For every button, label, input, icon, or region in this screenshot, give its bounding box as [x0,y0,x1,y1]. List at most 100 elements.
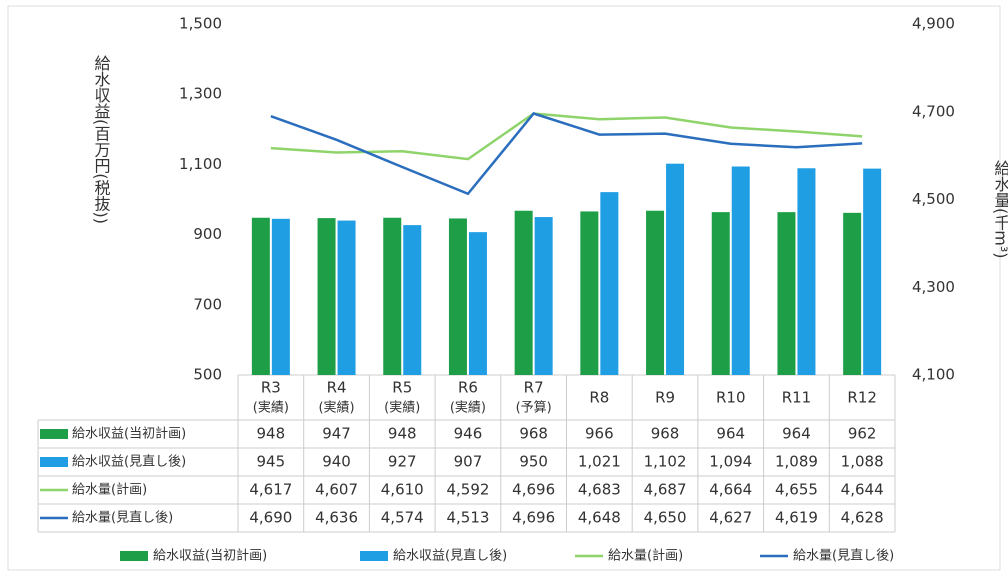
table-value: 948 [257,425,286,443]
table-value: 1,089 [775,453,818,471]
bar [251,217,270,375]
bar [383,217,402,375]
table-value: 927 [388,453,417,471]
table-value: 962 [848,425,877,443]
y-tick-label: 1,300 [179,85,222,103]
bar [600,192,619,375]
bar [646,210,665,375]
bar [580,211,599,375]
table-value: 4,607 [315,481,358,499]
x-tick-label: R12 [847,389,877,407]
table-legend-swatch [40,429,68,439]
y-axis-title: 給水収益(百万円(税抜)) [92,55,111,224]
bar [731,166,750,375]
legend-swatch [360,551,388,561]
legend-label: 給水収益(見直し後) [393,549,507,564]
bar [843,212,862,375]
table-value: 4,696 [512,509,555,527]
table-value: 4,655 [775,481,818,499]
table-series-name: 給水収益(見直し後) [72,455,186,470]
table-series-name: 給水収益(当初計画) [72,426,186,442]
bar [337,220,356,375]
bar [666,163,685,375]
table-value: 4,619 [775,509,818,527]
y2-tick-label: 4,500 [912,190,955,208]
bar [863,168,882,375]
legend-label: 給水収益(当初計画) [153,548,267,564]
table-value: 4,636 [315,509,358,527]
table-legend-swatch [40,457,68,467]
table-value: 948 [388,425,417,443]
x-tick-note: (実績) [318,400,354,416]
legend-swatch [120,551,148,561]
y2-tick-label: 4,900 [912,15,955,33]
table-value: 4,690 [249,509,292,527]
table-value: 4,650 [644,509,687,527]
bar [317,218,336,375]
line [270,112,863,196]
bar [271,218,290,375]
bar [777,212,796,375]
x-tick-label: R9 [655,389,675,407]
x-tick-note: (予算) [516,401,552,416]
table-series-name: 給水量(計画) [72,482,147,498]
y2-tick-label: 4,300 [912,278,955,296]
y-tick-label: 500 [193,366,222,384]
table-value: 966 [585,425,614,443]
y-tick-label: 900 [193,225,222,243]
x-tick-label: R10 [716,389,746,407]
table-value: 4,664 [709,481,752,499]
table-value: 968 [519,425,548,443]
y-tick-label: 700 [193,295,222,313]
x-tick-label: R4 [327,379,347,397]
table-value: 4,696 [512,481,555,499]
table-value: 4,683 [578,481,621,499]
bar [797,168,816,375]
x-tick-note: (実績) [253,400,289,416]
y-tick-label: 1,100 [179,155,222,173]
y-tick-label: 1,500 [179,15,222,33]
bar [534,217,553,375]
table-value: 4,513 [446,509,489,527]
x-tick-label: R7 [524,379,544,397]
table-value: 4,628 [841,509,884,527]
table-series-name: 給水量(見直し後) [72,511,173,526]
x-tick-label: R3 [261,379,281,397]
table-value: 4,648 [578,509,621,527]
table-value: 945 [257,453,286,471]
legend-label: 給水量(見直し後) [793,549,894,564]
table-value: 940 [322,453,351,471]
table-value: 4,687 [644,481,687,499]
table-value: 964 [782,425,811,443]
x-tick-label: R5 [392,379,412,397]
table-value: 4,644 [841,481,884,499]
table-value: 4,610 [381,481,424,499]
bar [468,232,487,375]
bar [403,225,422,375]
table-value: 1,102 [644,453,687,471]
x-tick-note: (実績) [384,400,420,416]
x-tick-label: R11 [782,389,812,407]
table-value: 950 [519,453,548,471]
chart-border [7,5,1001,571]
table-value: 907 [454,453,483,471]
table-value: 964 [716,425,745,443]
table-value: 4,574 [381,509,424,527]
table-value: 4,617 [249,481,292,499]
bar [711,212,730,375]
table-value: 4,592 [446,481,489,499]
table-value: 1,094 [709,453,752,471]
table-value: 1,088 [841,453,884,471]
y2-axis-title: 給水量(千m³) [992,160,1008,258]
table-value: 968 [651,425,680,443]
bar [448,218,467,375]
x-tick-label: R6 [458,379,478,397]
x-tick-label: R8 [589,389,609,407]
x-tick-note: (実績) [450,400,486,416]
table-value: 946 [454,425,483,443]
y2-tick-label: 4,100 [912,366,955,384]
table-value: 4,627 [709,509,752,527]
table-value: 947 [322,425,351,443]
y2-tick-label: 4,700 [912,102,955,120]
